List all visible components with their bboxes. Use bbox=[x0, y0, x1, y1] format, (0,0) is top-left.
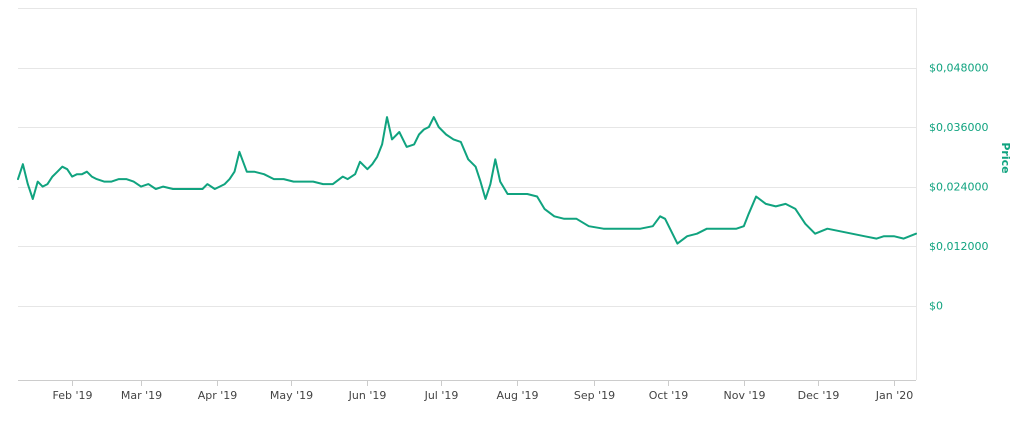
x-tick-label: Mar '19 bbox=[121, 389, 162, 402]
x-tick-label: Apr '19 bbox=[198, 389, 238, 402]
x-tick-label: Oct '19 bbox=[649, 389, 689, 402]
y-tick-label: $0,024000 bbox=[929, 181, 989, 194]
y-tick-label: $0,012000 bbox=[929, 240, 989, 253]
x-tick-label: Feb '19 bbox=[53, 389, 93, 402]
x-tick-label: Jun '19 bbox=[348, 389, 387, 402]
price-series-line bbox=[17, 116, 917, 245]
y-axis-title: Price bbox=[999, 142, 1012, 173]
series-layer bbox=[17, 116, 917, 245]
x-tick-label: Nov '19 bbox=[724, 389, 766, 402]
grid-layer bbox=[18, 8, 917, 380]
x-tick-label: May '19 bbox=[270, 389, 313, 402]
y-tick-label: $0,036000 bbox=[929, 121, 989, 134]
y-tick-label: $0,048000 bbox=[929, 62, 989, 75]
y-tick-label: $0 bbox=[929, 300, 943, 313]
x-tick-label: Sep '19 bbox=[574, 389, 615, 402]
x-tick-label: Jan '20 bbox=[875, 389, 913, 402]
x-tick-label: Aug '19 bbox=[497, 389, 539, 402]
x-tick-label: Dec '19 bbox=[798, 389, 840, 402]
x-tick-label: Jul '19 bbox=[424, 389, 459, 402]
axis-layer: $0 $0,012000 $0,024000 $0,036000 $0,048000 Fe… bbox=[18, 62, 989, 402]
